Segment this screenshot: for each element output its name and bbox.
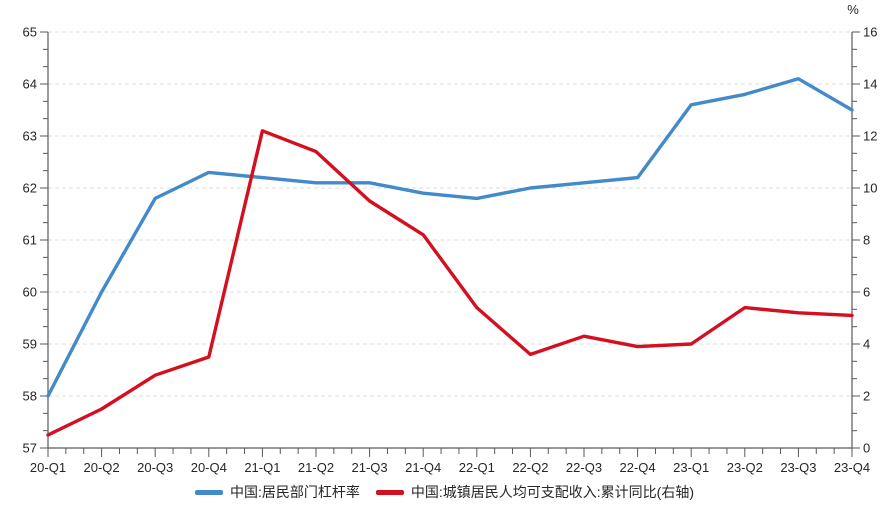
x-axis-tick-label: 20-Q2 xyxy=(84,460,120,475)
legend-label-disposable-income: 中国:城镇居民人均可支配收入:累计同比(右轴) xyxy=(410,484,694,500)
left-axis-tick-label: 63 xyxy=(23,129,37,144)
legend-swatch-blue-line xyxy=(195,489,223,495)
right-axis-tick-label: 10 xyxy=(863,181,877,196)
x-axis-tick-label: 23-Q2 xyxy=(727,460,763,475)
left-axis-tick-label: 60 xyxy=(23,285,37,300)
x-axis-tick-label: 21-Q1 xyxy=(244,460,280,475)
x-axis-tick-label: 20-Q3 xyxy=(137,460,173,475)
x-axis-tick-label: 22-Q1 xyxy=(459,460,495,475)
left-axis-tick-label: 64 xyxy=(23,77,37,92)
right-axis-tick-label: 6 xyxy=(863,285,870,300)
legend: 中国:居民部门杠杆率 中国:城镇居民人均可支配收入:累计同比(右轴) xyxy=(0,482,889,502)
series-line-1 xyxy=(46,129,854,437)
x-axis-tick-label: 21-Q2 xyxy=(298,460,334,475)
right-axis-tick-label: 12 xyxy=(863,129,877,144)
left-axis-tick-label: 58 xyxy=(23,389,37,404)
x-axis-tick-label: 21-Q4 xyxy=(405,460,441,475)
right-axis-tick-label: 16 xyxy=(863,25,877,40)
x-axis-tick-label: 22-Q4 xyxy=(620,460,656,475)
x-axis-tick-label: 23-Q3 xyxy=(780,460,816,475)
legend-item-disposable-income[interactable]: 中国:城镇居民人均可支配收入:累计同比(右轴) xyxy=(375,482,694,502)
left-axis-tick-label: 61 xyxy=(23,233,37,248)
legend-swatch-red-line xyxy=(375,489,404,495)
legend-label-leverage-ratio: 中国:居民部门杠杆率 xyxy=(230,484,360,500)
x-axis-tick-label: 20-Q1 xyxy=(30,460,66,475)
x-axis-tick-label: 23-Q4 xyxy=(834,460,870,475)
left-axis-tick-label: 65 xyxy=(23,25,37,40)
left-axis-tick-label: 59 xyxy=(23,337,37,352)
right-axis-tick-label: 4 xyxy=(863,337,870,352)
series-line-0 xyxy=(46,77,854,398)
legend-item-leverage-ratio[interactable]: 中国:居民部门杠杆率 xyxy=(195,482,360,502)
x-axis-tick-label: 22-Q2 xyxy=(512,460,548,475)
right-axis-tick-label: 14 xyxy=(863,77,877,92)
x-axis-tick-label: 23-Q1 xyxy=(673,460,709,475)
right-axis-tick-label: 0 xyxy=(863,441,870,456)
right-axis-tick-label: 8 xyxy=(863,233,870,248)
right-axis-unit-label: % xyxy=(847,2,859,17)
right-axis-tick-label: 2 xyxy=(863,389,870,404)
left-axis-tick-label: 57 xyxy=(23,441,37,456)
x-axis-tick-label: 20-Q4 xyxy=(191,460,227,475)
left-axis-tick-label: 62 xyxy=(23,181,37,196)
x-axis-tick-label: 21-Q3 xyxy=(352,460,388,475)
x-axis-tick-label: 22-Q3 xyxy=(566,460,602,475)
dual-axis-line-chart: 57 58 59 60 61 62 63 64 65 0 2 4 6 8 10 12 14 16 20-Q1 20-Q… xyxy=(23,25,878,476)
